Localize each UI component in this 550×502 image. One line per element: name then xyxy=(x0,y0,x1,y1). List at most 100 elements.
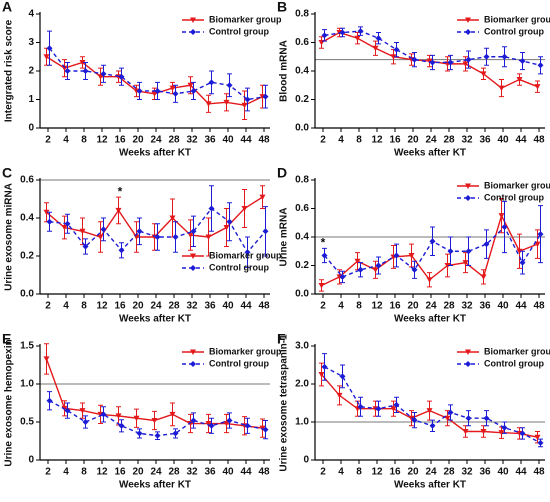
panel-label: E xyxy=(2,331,11,347)
x-tick-label: 20 xyxy=(407,135,419,146)
marker xyxy=(447,409,454,416)
marker xyxy=(447,248,454,255)
y-axis-label: Urine mRNA xyxy=(279,208,290,267)
marker xyxy=(537,62,544,69)
marker xyxy=(483,241,490,248)
y-tick-label: 0.6 xyxy=(295,37,309,48)
y-axis-label: Blood mRNA xyxy=(279,40,290,102)
x-tick-label: 8 xyxy=(356,467,362,478)
marker xyxy=(321,252,328,259)
marker xyxy=(82,243,89,250)
x-tick-label: 24 xyxy=(425,467,437,478)
x-tick-label: 48 xyxy=(533,135,545,146)
marker xyxy=(223,421,230,427)
marker xyxy=(151,417,158,424)
marker xyxy=(262,228,269,235)
x-tick-label: 8 xyxy=(356,135,362,146)
panel: D Urine mRNA Weeks after KT 0.0 0.2 0.4 0.6 0.8… xyxy=(277,165,550,325)
marker xyxy=(100,226,107,233)
legend-label: Control group xyxy=(209,26,269,36)
x-tick-label: 20 xyxy=(407,467,419,478)
marker xyxy=(79,408,86,414)
marker xyxy=(133,415,140,422)
x-tick-label: 20 xyxy=(132,135,144,146)
x-tick-label: 48 xyxy=(533,467,545,478)
marker xyxy=(169,215,176,221)
x-tick-label: 48 xyxy=(533,301,545,312)
y-axis-label: Urine exosome tetraspanin-1 xyxy=(279,334,290,472)
marker xyxy=(498,85,505,92)
x-tick-label: 16 xyxy=(114,135,126,146)
marker xyxy=(190,87,197,94)
y-tick-label: 0 xyxy=(303,455,309,466)
legend-label: Biomarker group xyxy=(209,250,282,260)
panel-label: A xyxy=(2,0,12,15)
x-tick-label: 4 xyxy=(338,301,344,312)
marker xyxy=(354,35,361,42)
marker xyxy=(516,248,523,255)
marker xyxy=(498,213,505,219)
y-tick-label: 1.0 xyxy=(20,379,34,390)
x-tick-label: 48 xyxy=(258,135,270,146)
marker xyxy=(172,90,179,97)
x-tick-label: 4 xyxy=(63,301,69,312)
marker xyxy=(223,225,230,231)
marker xyxy=(321,363,328,370)
x-tick-label: 32 xyxy=(461,467,473,478)
marker xyxy=(154,87,161,94)
y-tick-label: 3 xyxy=(28,37,34,48)
panel: C Urine exosome miRNA Weeks after KT 0.0 0.2… xyxy=(2,165,282,325)
y-tick-label: 0.6 xyxy=(20,175,34,186)
marker xyxy=(205,421,212,427)
legend-marker xyxy=(465,183,471,189)
x-tick-label: 2 xyxy=(320,467,326,478)
marker xyxy=(480,429,487,435)
marker xyxy=(244,96,251,103)
marker xyxy=(465,248,472,255)
marker xyxy=(393,252,400,259)
marker xyxy=(357,403,364,410)
x-tick-label: 40 xyxy=(497,135,509,146)
legend-label: Control group xyxy=(209,358,269,368)
marker xyxy=(190,228,197,235)
x-tick-label: 12 xyxy=(96,301,108,312)
x-tick-label: 44 xyxy=(515,467,527,478)
x-tick-label: 36 xyxy=(479,301,491,312)
legend-marker xyxy=(190,349,196,355)
marker xyxy=(115,413,122,419)
marker xyxy=(244,249,251,256)
marker xyxy=(534,84,541,90)
x-tick-label: 36 xyxy=(204,301,216,312)
marker xyxy=(444,263,451,269)
legend-label: Control group xyxy=(209,262,269,272)
legend-marker xyxy=(465,349,471,355)
annotation: * xyxy=(321,236,326,250)
y-tick-label: 0.4 xyxy=(20,213,34,224)
x-tick-label: 8 xyxy=(81,467,87,478)
marker xyxy=(79,228,86,235)
x-tick-label: 12 xyxy=(96,467,108,478)
x-tick-label: 12 xyxy=(371,467,383,478)
y-tick-label: 0 xyxy=(28,123,34,134)
marker xyxy=(115,207,122,214)
legend-label: Biomarker group xyxy=(209,14,282,24)
marker xyxy=(208,79,215,86)
marker xyxy=(390,406,397,412)
x-tick-label: 44 xyxy=(240,301,252,312)
y-axis-label: Urine exosome miRNA xyxy=(4,183,15,291)
x-axis-label: Weeks after KT xyxy=(119,148,191,159)
marker xyxy=(187,232,194,239)
legend-marker xyxy=(190,253,196,259)
marker xyxy=(519,259,526,266)
annotation: * xyxy=(118,184,123,198)
legend-marker xyxy=(190,29,196,35)
marker xyxy=(43,356,50,362)
marker xyxy=(262,426,269,433)
marker xyxy=(501,224,508,231)
marker xyxy=(537,439,544,446)
y-tick-label: 0.8 xyxy=(295,9,309,20)
legend-marker xyxy=(465,17,471,23)
marker xyxy=(226,218,233,225)
